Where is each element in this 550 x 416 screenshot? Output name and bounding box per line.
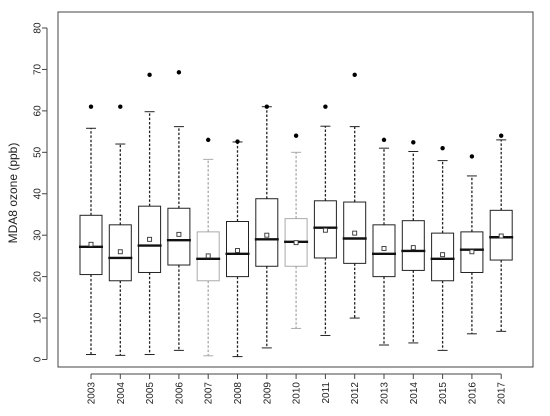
mean-marker <box>410 245 416 251</box>
outlier-point <box>235 139 240 144</box>
mean-marker <box>293 240 299 246</box>
x-tick-label: 2014 <box>409 382 420 405</box>
outlier-point <box>293 133 299 138</box>
x-tick-label: 2011 <box>321 382 332 404</box>
mean-marker <box>322 227 328 233</box>
x-tick-label: 2006 <box>174 382 185 405</box>
x-tick-label: 2012 <box>350 382 361 405</box>
y-axis: 0 10 20 30 40 50 60 70 80 <box>33 22 48 362</box>
box-2014 <box>401 140 426 344</box>
x-tick-label: 2004 <box>116 382 127 405</box>
mean-marker <box>352 230 358 236</box>
outlier-point <box>469 154 475 159</box>
x-tick-label: 2007 <box>204 382 215 405</box>
outlier-point <box>206 137 211 143</box>
x-tick-label: 2008 <box>233 382 244 405</box>
mean-marker <box>235 248 240 253</box>
y-tick-label: 60 <box>33 105 44 117</box>
x-tick-label: 2009 <box>262 382 273 405</box>
mean-marker <box>117 249 123 255</box>
iqr-box <box>255 198 279 267</box>
outlier-point <box>499 133 504 138</box>
box-2012 <box>342 72 367 319</box>
box-2017 <box>489 133 514 332</box>
box-2008 <box>225 139 250 358</box>
outlier-point <box>88 104 94 109</box>
outlier-point <box>264 104 269 109</box>
outlier-point <box>440 145 445 151</box>
x-tick-label: 2015 <box>438 382 449 405</box>
plot-frame <box>57 11 534 368</box>
x-tick-label: 2010 <box>292 382 303 405</box>
y-tick-label: 20 <box>33 271 44 283</box>
box-2006 <box>166 70 191 351</box>
mean-marker <box>469 249 475 255</box>
y-tick-label: 80 <box>33 22 44 34</box>
mean-marker <box>498 233 504 239</box>
y-tick-label: 70 <box>33 63 44 75</box>
mean-marker <box>440 252 446 258</box>
box-2005 <box>137 72 162 356</box>
box-2015 <box>430 145 455 351</box>
mean-marker <box>264 232 270 238</box>
y-tick-label: 40 <box>33 188 44 200</box>
x-tick-label: 2013 <box>380 382 391 405</box>
outlier-point <box>411 140 416 145</box>
box-series <box>79 70 514 358</box>
outlier-point <box>381 137 387 143</box>
mean-marker <box>88 241 94 247</box>
mean-marker <box>147 236 153 242</box>
outlier-point <box>352 72 357 78</box>
box-2009 <box>254 104 279 349</box>
mean-marker <box>381 245 387 251</box>
outlier-point <box>176 70 182 75</box>
x-tick-label: 2003 <box>87 382 98 405</box>
outlier-point <box>147 72 152 78</box>
outlier-point <box>323 104 328 109</box>
box-2011 <box>313 104 338 336</box>
box-2003 <box>79 104 103 356</box>
x-tick-label: 2016 <box>467 382 478 405</box>
y-tick-label: 50 <box>33 146 44 158</box>
y-tick-label: 30 <box>33 229 44 241</box>
box-2013 <box>372 137 396 346</box>
y-tick-label: 0 <box>33 356 44 362</box>
x-axis: 2003 2004 2005 2006 2007 2008 2009 2010 2011 2012… <box>87 373 508 405</box>
mean-marker <box>205 253 211 259</box>
box-2007 <box>196 137 221 357</box>
box-2010 <box>284 133 309 329</box>
y-axis-title: MDA8 ozone (ppb) <box>6 143 20 244</box>
outlier-point <box>118 104 123 109</box>
box-2004 <box>108 104 133 356</box>
x-tick-label: 2005 <box>145 382 156 405</box>
mean-marker <box>176 231 182 237</box>
x-tick-label: 2017 <box>497 382 508 405</box>
y-tick-label: 10 <box>33 312 44 324</box>
box-2016 <box>459 154 484 335</box>
